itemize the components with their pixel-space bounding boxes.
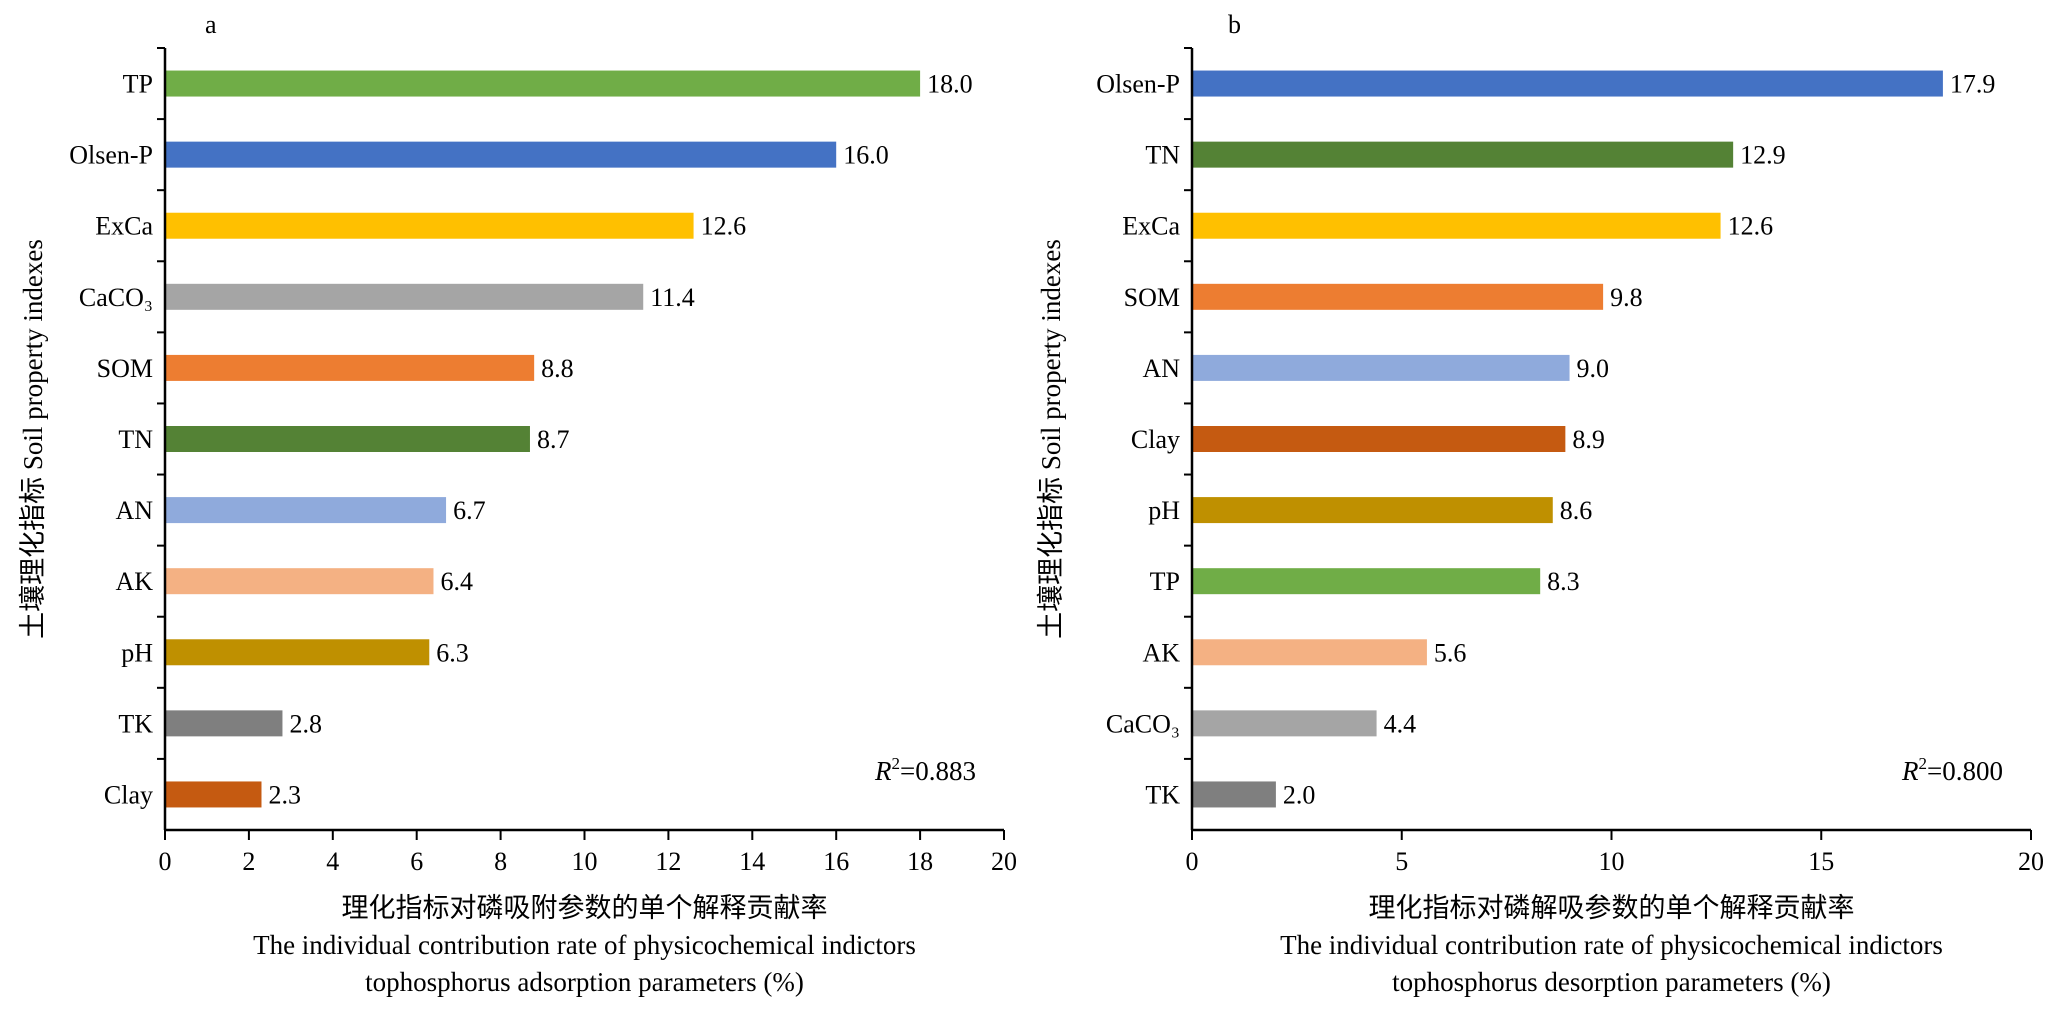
category-label: CaCO₃ [1106,709,1180,738]
r-squared-annotation: R2=0.883 [874,754,976,786]
bar [1192,710,1377,737]
r-squared-annotation: R2=0.800 [1901,754,2003,786]
bar [165,710,283,737]
category-label: TK [1145,780,1180,809]
bar [165,141,837,168]
bar [165,426,530,452]
x-axis-title-line: The individual contribution rate of phys… [1280,930,1943,960]
panel-label: b [1228,10,1241,39]
data-label: 6.4 [440,567,473,596]
category-label: TN [118,425,153,454]
bar [1192,781,1276,808]
category-label: AN [115,496,153,525]
x-tick-label: 10 [1599,847,1625,876]
x-tick-label: 16 [823,847,849,876]
category-label: AN [1142,354,1180,383]
bar [165,212,694,239]
category-label: TK [118,709,153,738]
bar [1192,283,1604,310]
data-label: 4.4 [1384,709,1417,738]
x-axis-title-line: 理化指标对磷解吸参数的单个解释贡献率 [1369,893,1855,923]
x-tick-label: 2 [242,847,255,876]
category-label: TP [1150,567,1180,596]
data-label: 8.7 [537,425,570,454]
x-axis-title-line: The individual contribution rate of phys… [253,930,916,960]
bar [1192,354,1570,381]
bar [165,70,921,97]
bar [165,497,447,524]
data-label: 8.9 [1572,425,1605,454]
category-label: ExCa [95,212,153,241]
category-label: SOM [97,354,153,383]
category-label: TN [1145,141,1180,170]
bar [165,354,535,381]
bar [1192,141,1734,168]
data-label: 12.6 [1728,212,1774,241]
x-tick-label: 8 [494,847,507,876]
x-axis-title-line: 理化指标对磷吸附参数的单个解释贡献率 [342,893,828,923]
category-label: Clay [1131,425,1180,454]
data-label: 8.6 [1560,496,1593,525]
data-label: 12.6 [701,212,747,241]
category-label: ExCa [1122,212,1180,241]
chart-panel-b: b 17.9 Olsen-P 12.9 TN 12.6 ExCa 9.8 SOM 9.0 AN 8.9… [1036,10,2044,997]
panel-label: a [205,10,217,39]
x-tick-label: 5 [1395,847,1408,876]
data-label: 5.6 [1434,638,1467,667]
x-tick-label: 0 [1186,847,1199,876]
data-label: 2.8 [289,709,322,738]
x-tick-label: 15 [1808,847,1834,876]
data-label: 16.0 [843,141,889,170]
x-axis-title-line: tophosphorus adsorption parameters (%) [365,967,804,997]
bar [165,283,644,310]
bar [1192,568,1541,595]
x-tick-label: 4 [326,847,339,876]
chart-panel-a: a 18.0 TP 16.0 Olsen-P 12.6 ExCa 11.4 CaCO₃ 8.8 SO… [18,10,1017,997]
category-label: SOM [1124,283,1180,312]
data-label: 18.0 [927,70,973,99]
data-label: 12.9 [1740,141,1786,170]
y-axis-title: 土壤理化指标 Soil property indexes [18,239,48,639]
data-label: 8.3 [1547,567,1580,596]
category-label: AK [115,567,153,596]
x-tick-label: 20 [2018,847,2044,876]
bar [165,639,430,666]
category-label: AK [1142,638,1180,667]
data-label: 11.4 [650,283,695,312]
y-axis-title: 土壤理化指标 Soil property indexes [1036,239,1066,639]
x-tick-label: 0 [159,847,172,876]
x-tick-label: 10 [572,847,598,876]
x-tick-label: 18 [907,847,933,876]
bar [165,781,262,808]
category-label: CaCO₃ [79,283,153,312]
bar [1192,639,1427,666]
category-label: Clay [104,780,153,809]
data-label: 6.7 [453,496,486,525]
x-tick-label: 14 [739,847,765,876]
x-tick-label: 12 [655,847,681,876]
category-label: pH [1148,496,1180,525]
data-label: 6.3 [436,638,469,667]
category-label: Olsen-P [1096,70,1180,99]
data-label: 17.9 [1950,70,1996,99]
data-label: 2.0 [1283,780,1316,809]
x-tick-label: 20 [991,847,1017,876]
category-label: TP [123,70,153,99]
data-label: 8.8 [541,354,574,383]
x-axis-title-line: tophosphorus desorption parameters (%) [1392,967,1831,997]
data-label: 9.0 [1577,354,1610,383]
x-tick-label: 6 [410,847,423,876]
bar [1192,426,1566,452]
category-label: pH [121,638,153,667]
bar [165,568,434,595]
data-label: 2.3 [268,780,301,809]
bar [1192,212,1721,239]
bar [1192,70,1943,97]
category-label: Olsen-P [69,141,153,170]
bar [1192,497,1553,524]
data-label: 9.8 [1610,283,1643,312]
